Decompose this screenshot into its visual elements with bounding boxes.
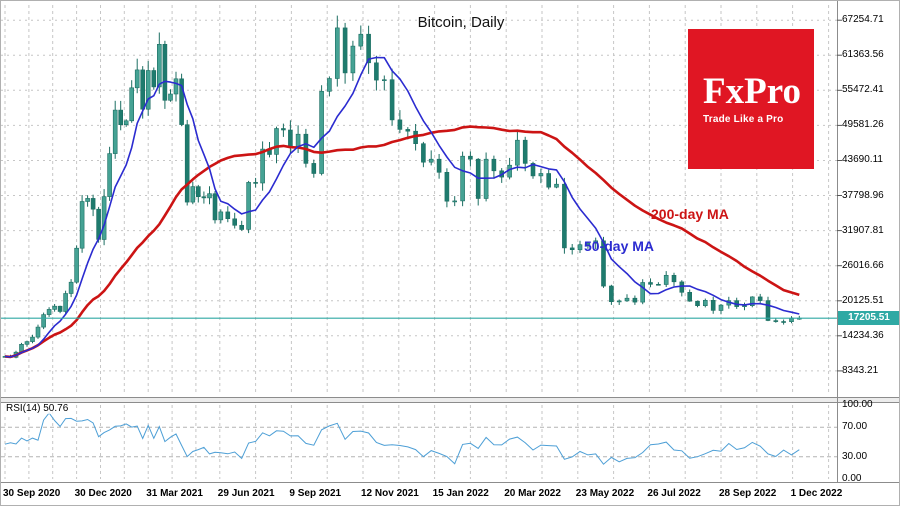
x-axis[interactable]: 30 Sep 2020 30 Dec 2020 31 Mar 2021 29 Jun … [1, 485, 899, 505]
rsi-tick-label: 70.00 [842, 421, 868, 433]
x-tick-label: 9 Sep 2021 [289, 488, 342, 499]
chart-title: Bitcoin, Daily [417, 14, 505, 31]
ma-200-line [4, 125, 800, 359]
x-tick-label: 30 Sep 2020 [3, 488, 61, 499]
x-tick-label: 12 Nov 2021 [361, 488, 419, 499]
panel-separator [1, 398, 899, 402]
y-tick-label: 26016.66 [842, 259, 884, 271]
x-tick-label: 30 Dec 2020 [74, 488, 132, 499]
x-tick-label: 28 Sep 2022 [719, 488, 777, 499]
ma-50-label: 50-day MA [584, 238, 655, 254]
y-tick-label: 20125.51 [842, 294, 884, 306]
y-tick-label: 31907.81 [842, 224, 884, 236]
x-tick-label: 31 Mar 2021 [146, 488, 203, 499]
fxpro-logo-text: FxPro [703, 70, 801, 112]
x-tick-label: 1 Dec 2022 [790, 488, 843, 499]
y-tick-label: 43690.11 [842, 154, 883, 166]
candles-group [2, 15, 802, 359]
x-tick-label: 20 Mar 2022 [504, 488, 561, 499]
y-tick-label: 49581.26 [842, 119, 884, 131]
y-tick-label: 37798.96 [842, 189, 884, 201]
rsi-line [4, 412, 800, 465]
fxpro-logo: FxPro Trade Like a Pro [688, 29, 814, 169]
y-tick-label: 67254.71 [842, 14, 884, 26]
rsi-indicator-label: RSI(14) 50.76 [4, 403, 71, 414]
x-tick-label: 29 Jun 2021 [217, 488, 275, 499]
fxpro-logo-tagline: Trade Like a Pro [703, 114, 784, 126]
x-tick-label: 23 May 2022 [575, 488, 635, 499]
rsi-tick-label: 30.00 [842, 450, 868, 462]
y-tick-label: 14234.36 [842, 329, 884, 341]
x-tick-label: 26 Jul 2022 [647, 488, 701, 499]
rsi-tick-label: 100.00 [842, 399, 873, 410]
ma-50-line [4, 56, 800, 358]
y-tick-label: 8343.21 [842, 364, 879, 376]
y-tick-label: 61363.56 [842, 49, 884, 61]
rsi-tick-label: 0.00 [842, 473, 862, 484]
x-tick-label: 15 Jan 2022 [432, 488, 489, 499]
ma-200-label: 200-day MA [651, 206, 729, 222]
current-price-tag: 17205.51 [838, 311, 899, 326]
y-tick-label: 55472.41 [842, 84, 884, 96]
